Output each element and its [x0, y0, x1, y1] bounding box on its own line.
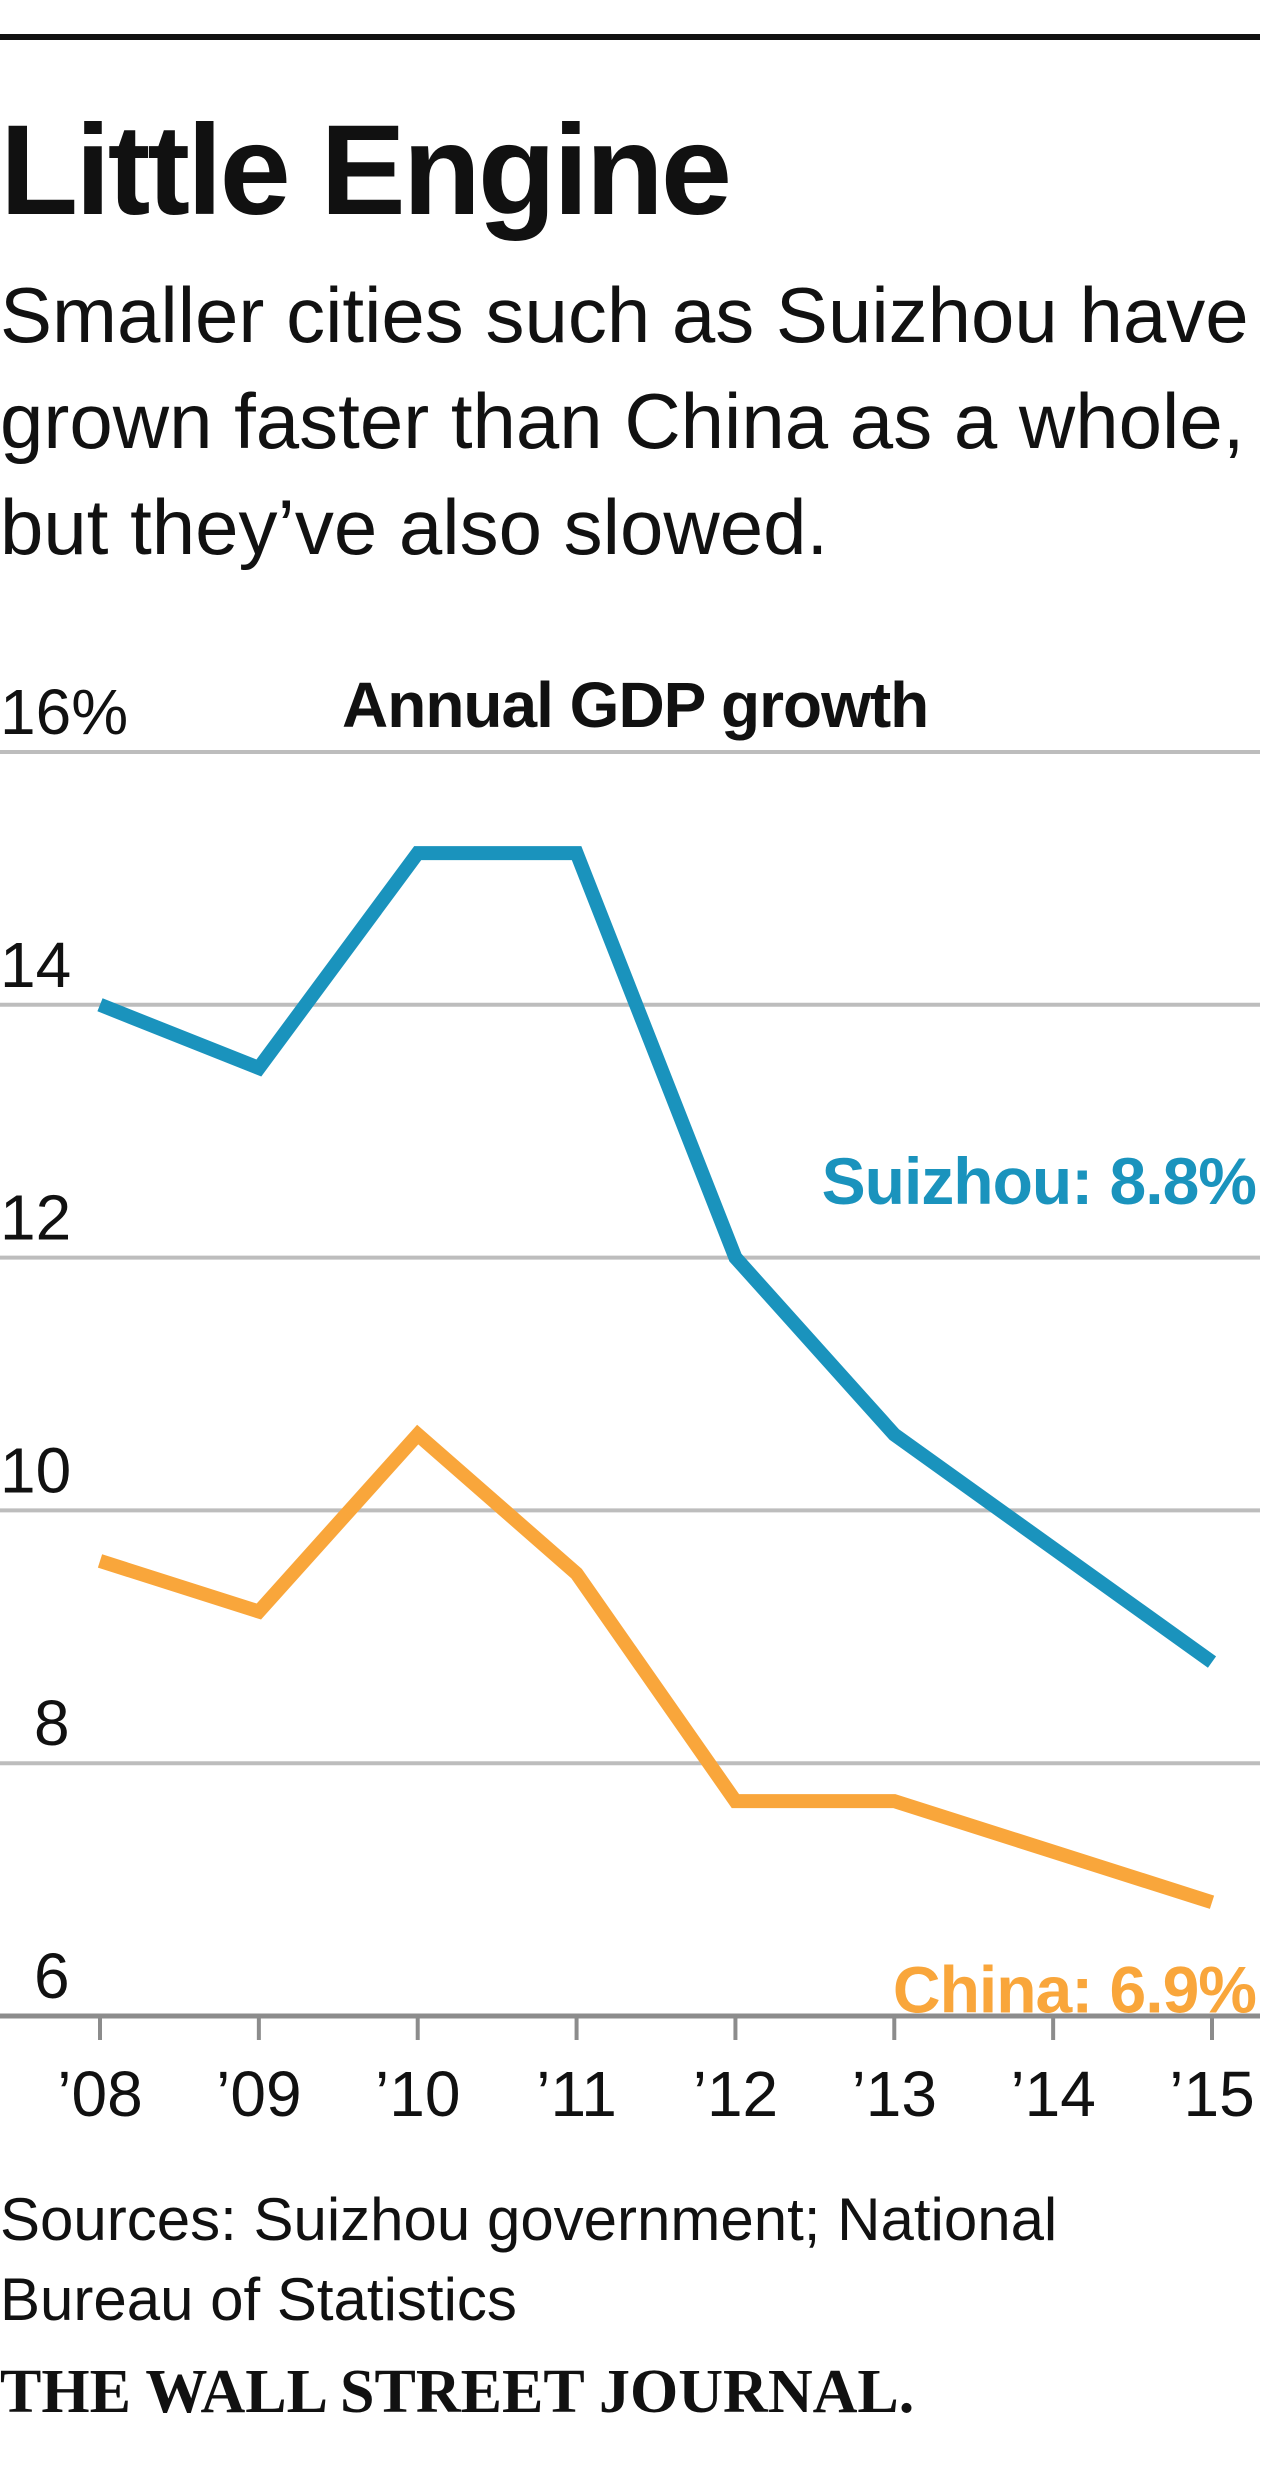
publisher-masthead: THE WALL STREET JOURNAL. [0, 2358, 915, 2426]
series-lines [97, 846, 1217, 1909]
x-tick-label-6: ’14 [1010, 2058, 1095, 2130]
y-tick-label-8: 8 [34, 1687, 70, 1759]
top-rule [0, 34, 1260, 40]
x-tick-label-1: ’09 [216, 2058, 301, 2130]
y-tick-label-14: 14 [0, 929, 71, 1001]
series-label-suizhou: Suizhou: 8.8% [822, 1144, 1256, 1218]
x-tick-label-2: ’10 [375, 2058, 460, 2130]
y-tick-label-16: 16% [0, 676, 128, 748]
page-subtitle: Smaller cities such as Suizhou have grow… [0, 271, 1249, 571]
series-line-suizhou [97, 846, 1217, 1668]
y-axis-ticks: 6 8 10 12 14 16% [0, 676, 128, 2012]
source-note: Sources: Suizhou government; National Bu… [0, 2186, 1058, 2333]
y-tick-label-12: 12 [0, 1182, 71, 1254]
series-label-china: China: 6.9% [893, 1953, 1256, 2027]
x-tick-label-3: ’11 [536, 2058, 617, 2130]
x-axis-ticks: ’08 ’09 ’10 ’11 ’12 ’13 ’14 ’15 [57, 2016, 1255, 2130]
line-chart: 6 8 10 12 14 16% ’08 ’09 ’10 ’11 ’12 ’13 ’14 ’15 Sui… [0, 676, 1260, 2130]
y-tick-label-6: 6 [34, 1940, 70, 2012]
y-tick-label-10: 10 [0, 1434, 71, 1506]
series-line-china [97, 1424, 1215, 1909]
x-tick-label-4: ’12 [693, 2058, 778, 2130]
x-tick-label-7: ’15 [1169, 2058, 1254, 2130]
x-tick-label-0: ’08 [57, 2058, 142, 2130]
grid-lines [0, 750, 1260, 2019]
x-tick-label-5: ’13 [852, 2058, 937, 2130]
page-title: Little Engine [0, 99, 732, 242]
series-labels: Suizhou: 8.8% China: 6.9% [822, 1144, 1257, 2027]
chart-title: Annual GDP growth [342, 669, 929, 741]
